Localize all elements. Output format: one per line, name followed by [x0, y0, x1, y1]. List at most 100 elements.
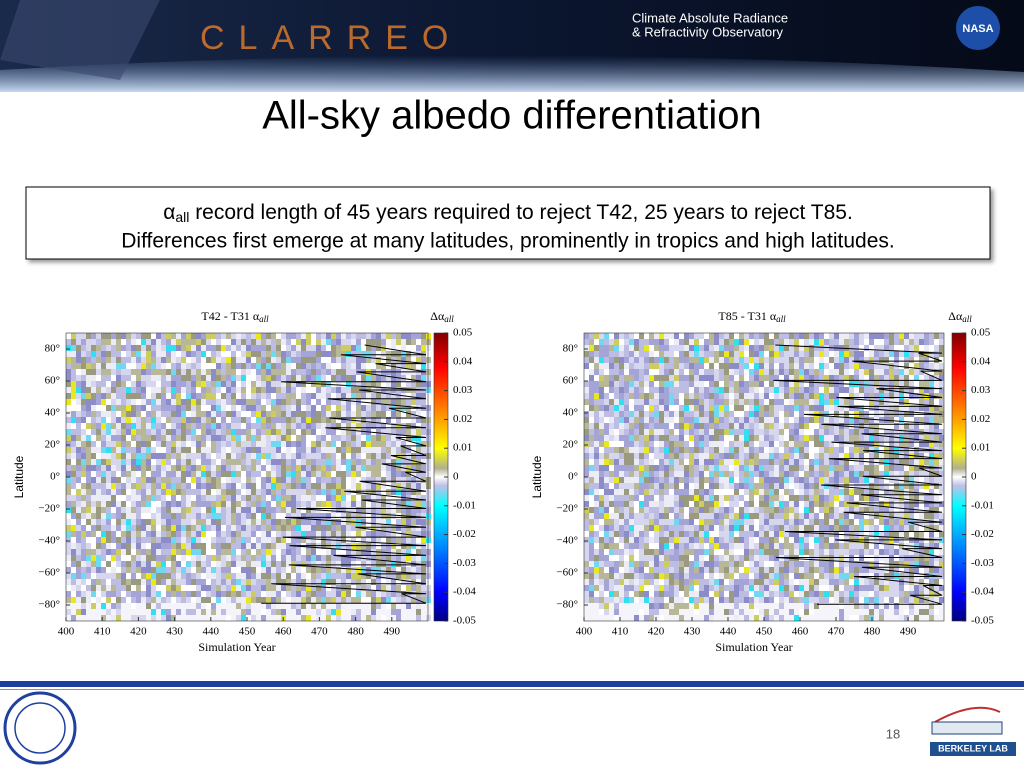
texture-cell	[351, 585, 356, 591]
texture-cell	[599, 387, 604, 393]
texture-cell	[391, 519, 396, 525]
texture-cell	[321, 411, 326, 417]
texture-cell	[401, 429, 406, 435]
texture-cell	[166, 369, 171, 375]
texture-cell	[659, 423, 664, 429]
texture-cell	[401, 597, 406, 603]
texture-cell	[629, 351, 634, 357]
texture-cell	[236, 387, 241, 393]
texture-cell	[406, 351, 411, 357]
texture-cell	[266, 567, 271, 573]
texture-cell	[321, 579, 326, 585]
texture-cell	[426, 471, 431, 477]
texture-cell	[301, 417, 306, 423]
texture-cell	[326, 555, 331, 561]
texture-cell	[421, 603, 426, 609]
texture-cell	[709, 387, 714, 393]
texture-cell	[141, 591, 146, 597]
texture-cell	[829, 417, 834, 423]
texture-cell	[819, 369, 824, 375]
texture-cell	[201, 459, 206, 465]
texture-cell	[246, 363, 251, 369]
texture-cell	[774, 405, 779, 411]
texture-cell	[121, 615, 126, 621]
texture-cell	[824, 351, 829, 357]
texture-cell	[624, 423, 629, 429]
texture-cell	[659, 393, 664, 399]
texture-cell	[769, 381, 774, 387]
texture-cell	[126, 441, 131, 447]
texture-cell	[909, 417, 914, 423]
texture-cell	[281, 609, 286, 615]
texture-cell	[306, 405, 311, 411]
texture-cell	[151, 525, 156, 531]
texture-cell	[341, 555, 346, 561]
texture-cell	[794, 393, 799, 399]
texture-cell	[101, 531, 106, 537]
texture-cell	[166, 597, 171, 603]
texture-cell	[799, 417, 804, 423]
texture-cell	[381, 393, 386, 399]
texture-cell	[76, 363, 81, 369]
texture-cell	[111, 609, 116, 615]
texture-cell	[111, 339, 116, 345]
texture-cell	[236, 513, 241, 519]
texture-cell	[141, 561, 146, 567]
texture-cell	[381, 615, 386, 621]
texture-cell	[181, 513, 186, 519]
texture-cell	[96, 363, 101, 369]
texture-cell	[819, 405, 824, 411]
texture-cell	[924, 357, 929, 363]
texture-cell	[166, 453, 171, 459]
texture-cell	[296, 429, 301, 435]
texture-cell	[176, 387, 181, 393]
texture-cell	[869, 369, 874, 375]
texture-cell	[116, 357, 121, 363]
texture-cell	[629, 369, 634, 375]
texture-cell	[391, 363, 396, 369]
texture-cell	[909, 357, 914, 363]
texture-cell	[619, 363, 624, 369]
texture-cell	[71, 525, 76, 531]
texture-cell	[171, 525, 176, 531]
texture-cell	[351, 447, 356, 453]
texture-cell	[306, 615, 311, 621]
texture-cell	[381, 501, 386, 507]
texture-cell	[271, 387, 276, 393]
texture-cell	[764, 399, 769, 405]
texture-cell	[301, 369, 306, 375]
texture-cell	[186, 513, 191, 519]
texture-cell	[291, 345, 296, 351]
texture-cell	[814, 381, 819, 387]
texture-cell	[306, 609, 311, 615]
texture-cell	[689, 423, 694, 429]
texture-cell	[879, 333, 884, 339]
texture-cell	[206, 585, 211, 591]
texture-cell	[311, 603, 316, 609]
texture-cell	[271, 435, 276, 441]
texture-cell	[744, 399, 749, 405]
texture-cell	[764, 375, 769, 381]
texture-cell	[864, 369, 869, 375]
texture-cell	[629, 339, 634, 345]
texture-cell	[116, 333, 121, 339]
texture-cell	[71, 435, 76, 441]
texture-cell	[346, 597, 351, 603]
texture-cell	[231, 507, 236, 513]
texture-cell	[216, 375, 221, 381]
texture-cell	[301, 393, 306, 399]
texture-cell	[321, 609, 326, 615]
texture-cell	[281, 471, 286, 477]
texture-cell	[251, 603, 256, 609]
texture-cell	[231, 441, 236, 447]
texture-cell	[211, 381, 216, 387]
texture-cell	[261, 465, 266, 471]
texture-cell	[421, 429, 426, 435]
texture-cell	[206, 363, 211, 369]
texture-cell	[719, 363, 724, 369]
texture-cell	[71, 345, 76, 351]
texture-cell	[849, 333, 854, 339]
texture-cell	[351, 525, 356, 531]
texture-cell	[391, 489, 396, 495]
texture-cell	[421, 525, 426, 531]
